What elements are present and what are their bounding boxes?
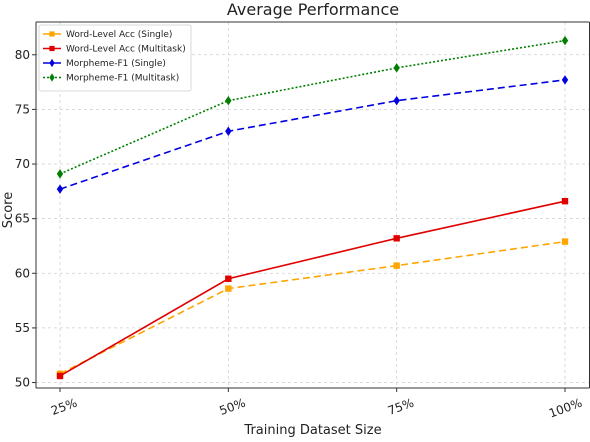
y-tick-label: 80	[15, 48, 30, 62]
square-marker	[49, 31, 55, 37]
y-tick-label: 50	[15, 376, 30, 390]
x-axis-label: Training Dataset Size	[243, 423, 381, 438]
series-group	[56, 35, 569, 380]
y-tick-label: 55	[15, 321, 30, 335]
series	[56, 35, 569, 179]
square-marker	[49, 45, 55, 52]
y-tick-label: 60	[15, 266, 30, 280]
square-marker	[561, 238, 569, 245]
diamond-marker	[561, 35, 569, 46]
legend: Word-Level Acc (Single) Word-Level Acc (M…	[38, 24, 192, 92]
series-line	[59, 240, 566, 375]
diamond-marker	[56, 169, 64, 179]
square-marker	[225, 275, 232, 282]
y-axis-label: Score	[1, 192, 16, 228]
legend-item: Morpheme-F1 (Single)	[43, 58, 166, 69]
x-tick-label: 25%	[49, 396, 79, 418]
diamond-marker	[393, 95, 400, 106]
x-tick-label: 100%	[547, 396, 584, 421]
diamond-marker	[49, 58, 55, 68]
legend-label: Morpheme-F1 (Single)	[66, 59, 166, 69]
square-marker	[393, 235, 400, 242]
legend-box	[38, 24, 192, 92]
series	[56, 75, 569, 194]
diamond-marker	[56, 184, 64, 194]
series	[56, 197, 569, 380]
y-tick-label: 70	[15, 157, 30, 171]
diamond-marker	[49, 73, 55, 82]
legend-item: Word-Level Acc (Single)	[43, 30, 172, 40]
diamond-marker	[225, 126, 232, 136]
y-tick-label: 65	[15, 212, 30, 226]
legend-item: Word-Level Acc (Multitask)	[43, 45, 186, 55]
diamond-marker	[393, 63, 400, 73]
series-line	[59, 39, 566, 175]
diamond-marker	[561, 75, 569, 85]
series-line	[59, 200, 566, 377]
legend-item: Morpheme-F1 (Multitask)	[43, 73, 179, 84]
square-marker	[225, 285, 232, 292]
diamond-marker	[225, 95, 232, 106]
chart-title: Average Performance	[227, 0, 399, 19]
legend-label: Word-Level Acc (Single)	[66, 30, 172, 40]
square-marker	[393, 262, 400, 269]
x-tick-label: 50%	[218, 396, 248, 418]
legend-label: Word-Level Acc (Multitask)	[66, 45, 186, 55]
legend-label: Morpheme-F1 (Multitask)	[66, 74, 179, 84]
square-marker	[561, 197, 569, 205]
y-tick-label: 75	[15, 102, 30, 116]
square-marker	[56, 372, 64, 380]
series-line	[59, 79, 566, 190]
x-tick-label: 75%	[386, 396, 416, 418]
